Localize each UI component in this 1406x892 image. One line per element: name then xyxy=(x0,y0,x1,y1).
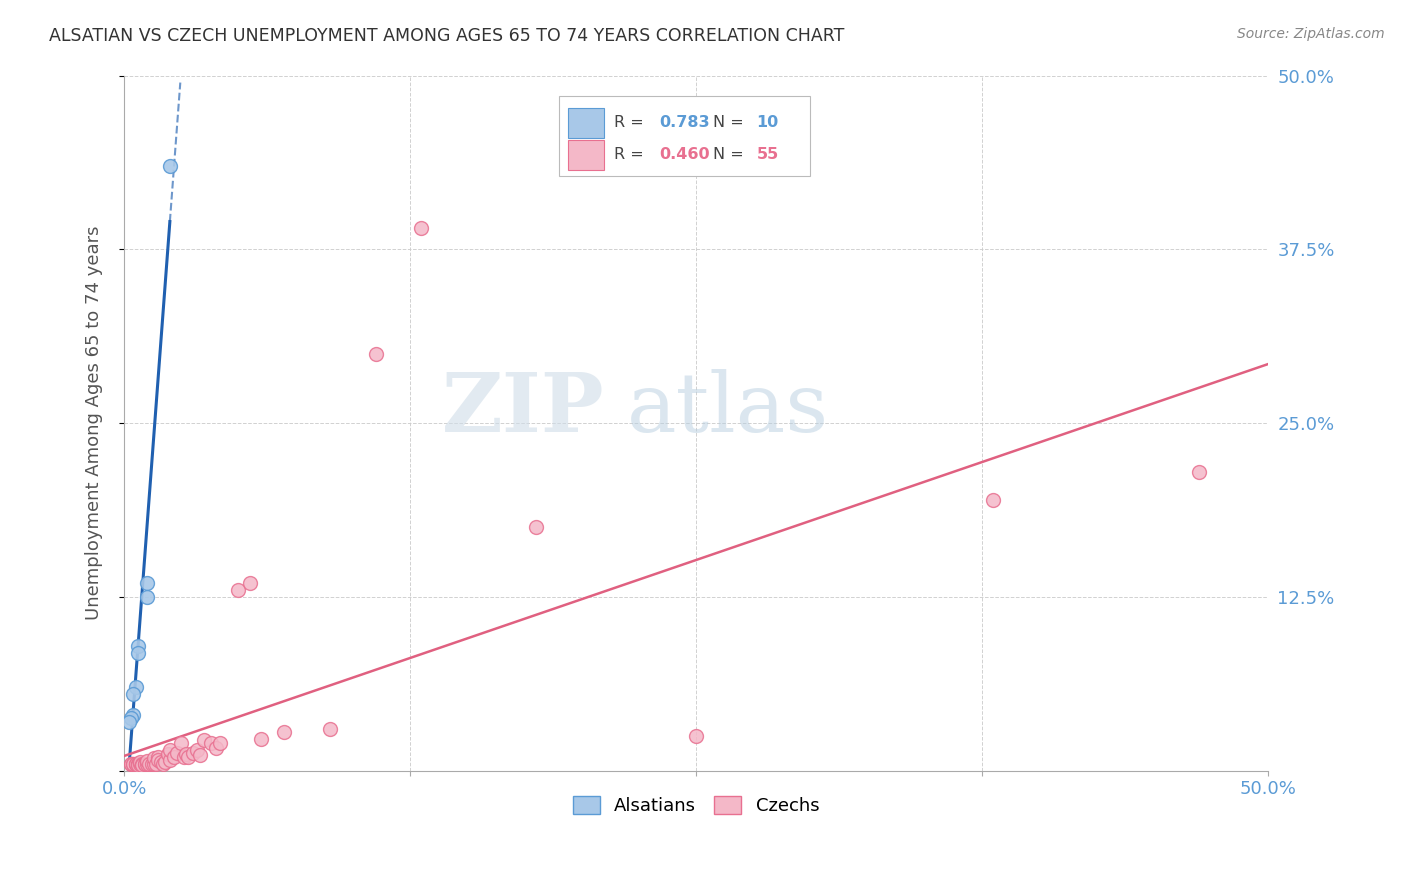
Point xyxy=(148,753,170,767)
Point xyxy=(145,756,167,771)
Point xyxy=(142,756,165,771)
Text: 55: 55 xyxy=(756,147,779,162)
Point xyxy=(120,756,142,771)
FancyBboxPatch shape xyxy=(568,140,605,170)
Text: 0.783: 0.783 xyxy=(659,115,710,130)
Text: R =: R = xyxy=(613,115,648,130)
Point xyxy=(118,714,141,729)
Legend: Alsatians, Czechs: Alsatians, Czechs xyxy=(564,787,828,824)
Text: ALSATIAN VS CZECH UNEMPLOYMENT AMONG AGES 65 TO 74 YEARS CORRELATION CHART: ALSATIAN VS CZECH UNEMPLOYMENT AMONG AGE… xyxy=(49,27,845,45)
Point xyxy=(186,743,208,757)
Point xyxy=(159,159,181,173)
Text: N =: N = xyxy=(713,115,749,130)
Point xyxy=(163,749,186,764)
Point xyxy=(124,756,146,771)
Point xyxy=(981,492,1004,507)
Point xyxy=(239,576,262,591)
Point xyxy=(177,749,200,764)
Point xyxy=(124,756,146,771)
Text: Source: ZipAtlas.com: Source: ZipAtlas.com xyxy=(1237,27,1385,41)
Point xyxy=(127,756,149,771)
Text: 0.460: 0.460 xyxy=(659,147,710,162)
Point xyxy=(170,736,193,750)
Point xyxy=(136,576,159,591)
Point xyxy=(149,756,172,770)
Point xyxy=(124,756,146,771)
Point xyxy=(209,736,232,750)
Point xyxy=(188,748,211,763)
Point xyxy=(1188,465,1211,479)
Text: R =: R = xyxy=(613,147,648,162)
Point xyxy=(155,756,177,770)
Point xyxy=(273,724,295,739)
Point xyxy=(173,749,195,764)
Point xyxy=(122,756,145,771)
Point xyxy=(136,754,159,768)
Text: 10: 10 xyxy=(756,115,779,130)
Point xyxy=(138,756,160,771)
Text: N =: N = xyxy=(713,147,749,162)
Point xyxy=(181,746,204,760)
Point xyxy=(142,751,165,765)
FancyBboxPatch shape xyxy=(558,96,810,177)
Point xyxy=(122,687,145,701)
Point xyxy=(250,731,273,746)
Text: atlas: atlas xyxy=(627,369,830,450)
Point xyxy=(127,646,149,660)
Point xyxy=(122,756,145,771)
Point xyxy=(174,747,197,761)
Point xyxy=(127,756,149,771)
Point xyxy=(152,756,174,771)
FancyBboxPatch shape xyxy=(568,108,605,138)
Point xyxy=(131,758,153,772)
Point xyxy=(124,680,146,694)
Point xyxy=(134,756,156,771)
Point xyxy=(148,749,170,764)
Point xyxy=(166,746,188,760)
Point xyxy=(127,639,149,653)
Point xyxy=(204,741,226,756)
Point xyxy=(120,711,142,725)
Text: ZIP: ZIP xyxy=(441,369,605,450)
Point xyxy=(411,221,433,235)
Point xyxy=(228,582,250,597)
Point xyxy=(129,756,152,770)
Point xyxy=(156,747,179,761)
Point xyxy=(122,708,145,723)
Point xyxy=(136,756,159,771)
Point xyxy=(159,743,181,757)
Point xyxy=(129,756,152,771)
Point xyxy=(364,346,387,360)
Point xyxy=(685,729,707,743)
Point xyxy=(524,520,547,534)
Point xyxy=(131,756,153,771)
Point xyxy=(159,753,181,767)
Point xyxy=(127,758,149,772)
Point xyxy=(193,733,215,747)
Point xyxy=(141,756,163,771)
Point xyxy=(319,722,342,736)
Y-axis label: Unemployment Among Ages 65 to 74 years: Unemployment Among Ages 65 to 74 years xyxy=(86,226,103,620)
Point xyxy=(200,736,222,750)
Point xyxy=(136,590,159,604)
Point xyxy=(134,756,156,771)
Point xyxy=(120,756,142,771)
